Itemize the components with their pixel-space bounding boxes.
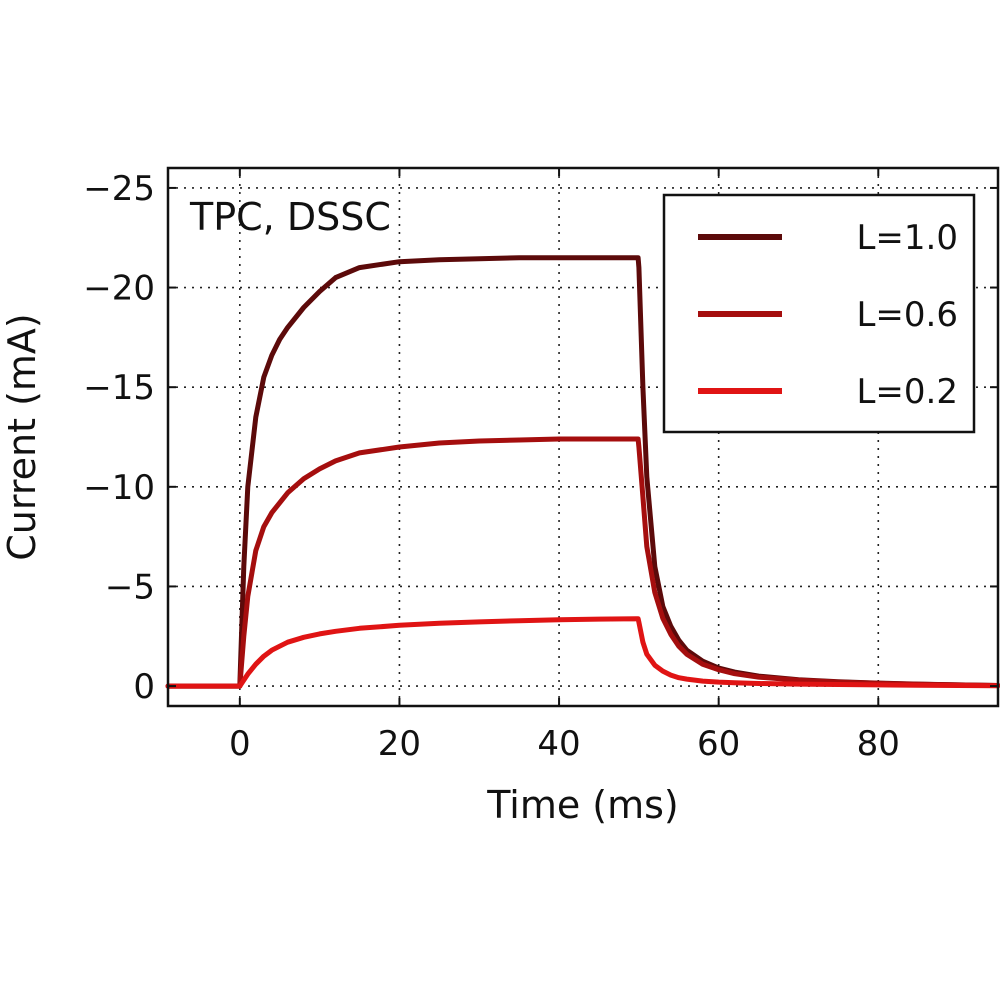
legend: L=1.0 L=0.6 L=0.2 bbox=[662, 193, 976, 434]
x-axis-label: Time (ms) bbox=[486, 783, 679, 827]
legend-label-3: L=0.2 bbox=[856, 372, 958, 412]
y-tick-label: 0 bbox=[133, 667, 155, 707]
legend-label-1: L=1.0 bbox=[856, 218, 958, 258]
y-tick-label: −25 bbox=[83, 169, 155, 209]
series-line-2 bbox=[165, 436, 1000, 689]
x-tick-label: 40 bbox=[537, 724, 580, 764]
y-tick-label: −15 bbox=[83, 368, 155, 408]
y-tick-label: −10 bbox=[83, 468, 155, 508]
x-tick-label: 80 bbox=[857, 724, 900, 764]
series-layer bbox=[165, 255, 1000, 689]
plot-frame bbox=[166, 166, 1000, 708]
x-tick-label: 0 bbox=[229, 724, 251, 764]
chart-annotation: TPC, DSSC bbox=[189, 195, 391, 239]
y-tick-label: −20 bbox=[83, 269, 155, 309]
tick-layer: 0 20 40 60 80 0 −5 −10 −15 −20 −25 bbox=[83, 168, 998, 764]
series-line-3 bbox=[165, 616, 1000, 689]
y-axis-label: Current (mA) bbox=[0, 313, 44, 560]
y-tick-label: −5 bbox=[105, 567, 155, 607]
legend-label-2: L=0.6 bbox=[856, 295, 958, 335]
x-tick-label: 20 bbox=[378, 724, 421, 764]
x-tick-label: 60 bbox=[697, 724, 740, 764]
